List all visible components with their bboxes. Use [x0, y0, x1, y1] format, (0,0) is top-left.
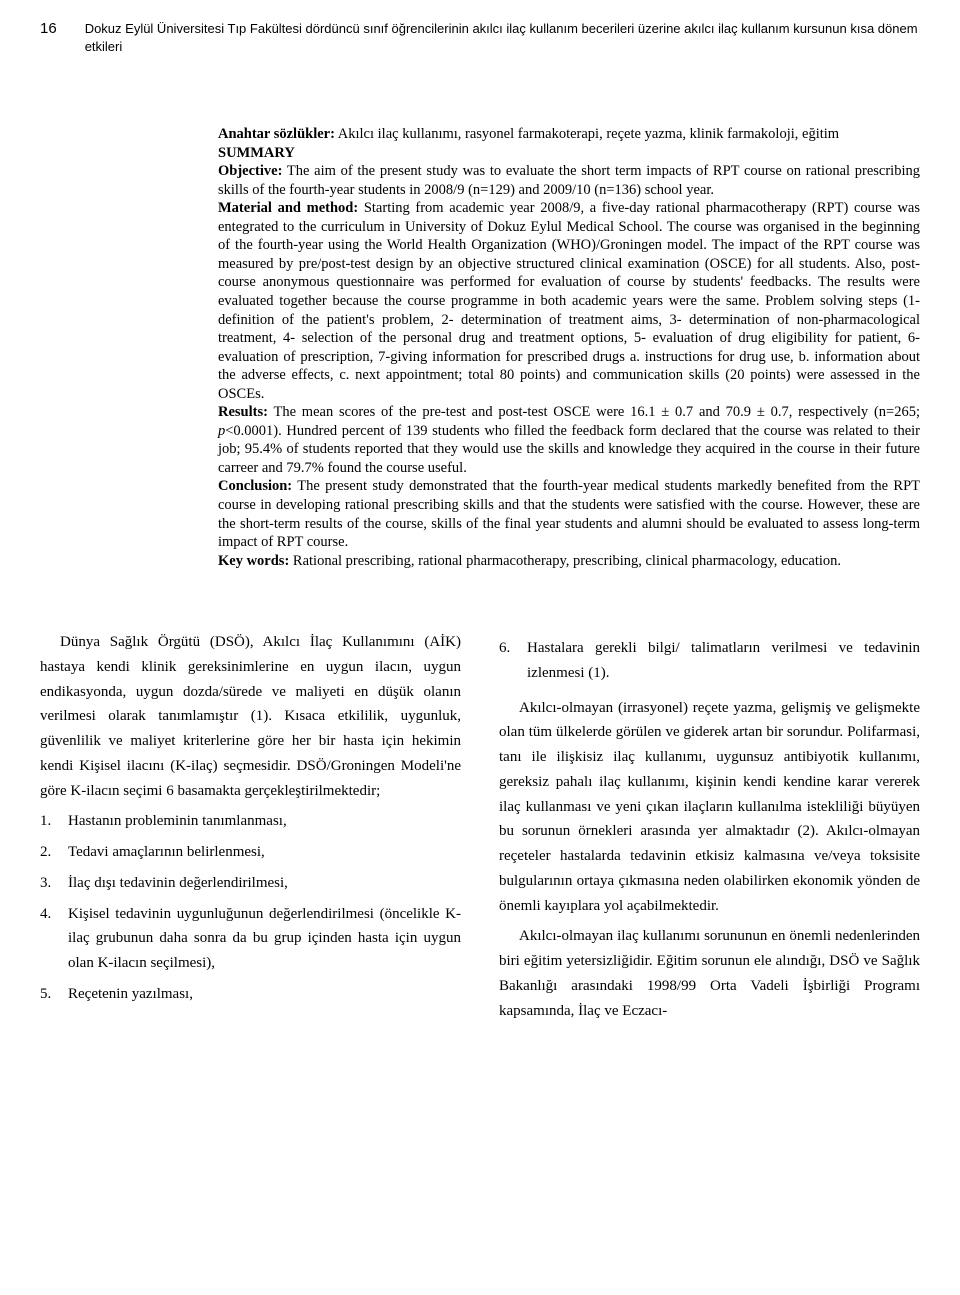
keywords-en-label: Key words: — [218, 553, 289, 569]
page-number: 16 — [40, 20, 57, 37]
results-text-a: The mean scores of the pre-test and post… — [268, 404, 920, 420]
right-para3: Akılcı-olmayan ilaç kullanımı sorununun … — [499, 924, 920, 1023]
objective-text: The aim of the present study was to eval… — [218, 163, 920, 198]
list-item: 4. Kişisel tedavinin uygunluğunun değerl… — [40, 902, 461, 976]
step-text: Hastanın probleminin tanımlanması, — [68, 809, 461, 834]
keywords-en-text: Rational prescribing, rational pharmacot… — [289, 553, 841, 569]
step-text: İlaç dışı tedavinin değerlendirilmesi, — [68, 871, 461, 896]
material-text: Starting from academic year 2008/9, a fi… — [218, 200, 920, 401]
abstract-block: Anahtar sözlükler: Akılcı ilaç kullanımı… — [218, 125, 920, 570]
step-num: 5. — [40, 982, 68, 1007]
list-item: 3. İlaç dışı tedavinin değerlendirilmesi… — [40, 871, 461, 896]
step-num: 6. — [499, 636, 527, 686]
results-label: Results: — [218, 404, 268, 420]
step-num: 1. — [40, 809, 68, 834]
keywords-tr-text: Akılcı ilaç kullanımı, rasyonel farmakot… — [335, 126, 839, 142]
body-two-column: Dünya Sağlık Örgütü (DSÖ), Akılcı İlaç K… — [40, 630, 920, 1023]
step-text: Kişisel tedavinin uygunluğunun değerlend… — [68, 902, 461, 976]
summary-heading: SUMMARY — [218, 144, 920, 163]
step-list: 1. Hastanın probleminin tanımlanması, 2.… — [40, 809, 461, 1006]
results-text-b: <0.0001). Hundred percent of 139 student… — [218, 423, 920, 476]
list-item: 1. Hastanın probleminin tanımlanması, — [40, 809, 461, 834]
list-item: 2. Tedavi amaçlarının belirlenmesi, — [40, 840, 461, 865]
conclusion-label: Conclusion: — [218, 478, 292, 494]
step-num: 3. — [40, 871, 68, 896]
left-para1: Dünya Sağlık Örgütü (DSÖ), Akılcı İlaç K… — [40, 630, 461, 803]
step-text: Reçetenin yazılması, — [68, 982, 461, 1007]
step-num: 2. — [40, 840, 68, 865]
list-item: 6. Hastalara gerekli bilgi/ talimatların… — [499, 636, 920, 686]
page-header: 16 Dokuz Eylül Üniversitesi Tıp Fakültes… — [40, 20, 920, 55]
step-list-cont: 6. Hastalara gerekli bilgi/ talimatların… — [499, 636, 920, 686]
left-column: Dünya Sağlık Örgütü (DSÖ), Akılcı İlaç K… — [40, 630, 461, 1023]
running-title: Dokuz Eylül Üniversitesi Tıp Fakültesi d… — [85, 20, 920, 55]
step-text: Tedavi amaçlarının belirlenmesi, — [68, 840, 461, 865]
material-label: Material and method: — [218, 200, 358, 216]
right-para2: Akılcı-olmayan (irrasyonel) reçete yazma… — [499, 696, 920, 919]
conclusion-text: The present study demonstrated that the … — [218, 478, 920, 550]
step-num: 4. — [40, 902, 68, 976]
objective-label: Objective: — [218, 163, 282, 179]
list-item: 5. Reçetenin yazılması, — [40, 982, 461, 1007]
step-text: Hastalara gerekli bilgi/ talimatların ve… — [527, 636, 920, 686]
right-column: 6. Hastalara gerekli bilgi/ talimatların… — [499, 630, 920, 1023]
keywords-tr-label: Anahtar sözlükler: — [218, 126, 335, 142]
